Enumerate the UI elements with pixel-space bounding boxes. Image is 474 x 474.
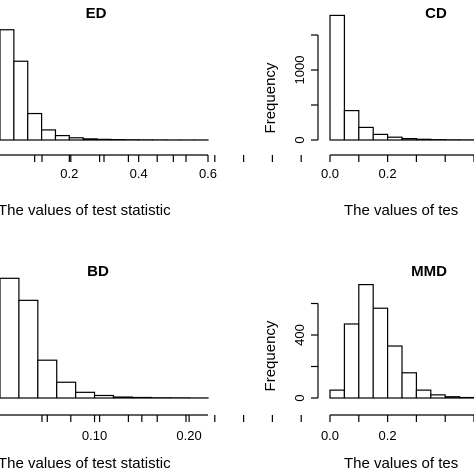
histogram-bar	[343, 109, 360, 141]
panel-title: MMD	[411, 263, 447, 280]
x-tick-label: 0.0	[321, 428, 339, 443]
x-tick-label: 0.2	[379, 166, 397, 181]
y-axis-label: Frequency	[262, 62, 279, 133]
panel-title: ED	[86, 5, 107, 22]
histogram-panel-cd: CD 0.0 0.2 The values of tes 0 1000 Frequency	[41, 5, 474, 219]
histogram-bar	[131, 396, 152, 399]
histogram-bar	[56, 381, 77, 399]
x-axis-label: The values of test statistic	[0, 455, 171, 472]
histogram-bar	[329, 389, 345, 399]
histogram-bar	[40, 129, 57, 141]
histogram-bar	[387, 345, 403, 399]
histogram-bar	[372, 133, 389, 141]
histogram-bar	[444, 396, 461, 399]
histogram-bar	[430, 394, 446, 399]
histogram-bar	[372, 307, 389, 399]
histogram-bar	[37, 359, 58, 399]
histogram-bar	[54, 134, 70, 141]
histogram-bar	[358, 284, 374, 399]
y-axis-label: Frequency	[262, 320, 279, 391]
histogram-bar	[415, 138, 432, 141]
x-axis-label: The values of tes	[344, 455, 458, 472]
x-tick-label: 0.4	[130, 166, 148, 181]
panel-title: BD	[87, 263, 109, 280]
histogram-panel-bd: BD 0.10 0.20 The values of test statistic	[0, 263, 209, 472]
y-tick-label: 1000	[292, 56, 307, 85]
histogram-bar	[329, 14, 345, 141]
histogram-bar	[96, 138, 112, 141]
panel-title: CD	[425, 5, 447, 22]
histogram-bar	[27, 112, 43, 141]
histogram-bar	[112, 396, 133, 399]
y-tick-label: 0	[292, 136, 307, 143]
histogram-panel-mmd: MMD 0.0 0.2 The values of tes 0 400 Frequency	[41, 263, 474, 472]
histogram-bar	[401, 372, 417, 399]
y-tick-label: 0	[292, 394, 307, 401]
histogram-bar	[387, 136, 403, 141]
histogram-bar	[82, 138, 98, 141]
x-tick-label: 0.20	[176, 428, 201, 443]
histogram-bar	[13, 60, 29, 141]
y-tick-label: 400	[292, 324, 307, 346]
histogram-bar	[415, 389, 432, 399]
x-tick-label: 0.0	[321, 166, 339, 181]
x-tick-label: 0.6	[199, 166, 217, 181]
x-axis-label: The values of tes	[344, 202, 458, 219]
histogram-bar	[0, 29, 15, 141]
histogram-bar	[75, 391, 96, 399]
histogram-bar	[18, 299, 39, 399]
x-axis-label: The values of test statistic	[0, 202, 171, 219]
x-tick-label: 0.2	[60, 166, 78, 181]
histogram-bar	[93, 394, 115, 399]
x-tick-label: 0.2	[379, 428, 397, 443]
histogram-bar	[401, 138, 417, 141]
x-tick-label: 0.10	[82, 428, 107, 443]
histogram-bar	[68, 137, 84, 141]
histogram-bar	[0, 277, 20, 399]
histogram-panel-ed: ED 0.2 0.4 0.6 The values of test statistic	[0, 5, 217, 219]
histogram-bar	[343, 323, 360, 399]
histogram-bar	[358, 126, 374, 141]
